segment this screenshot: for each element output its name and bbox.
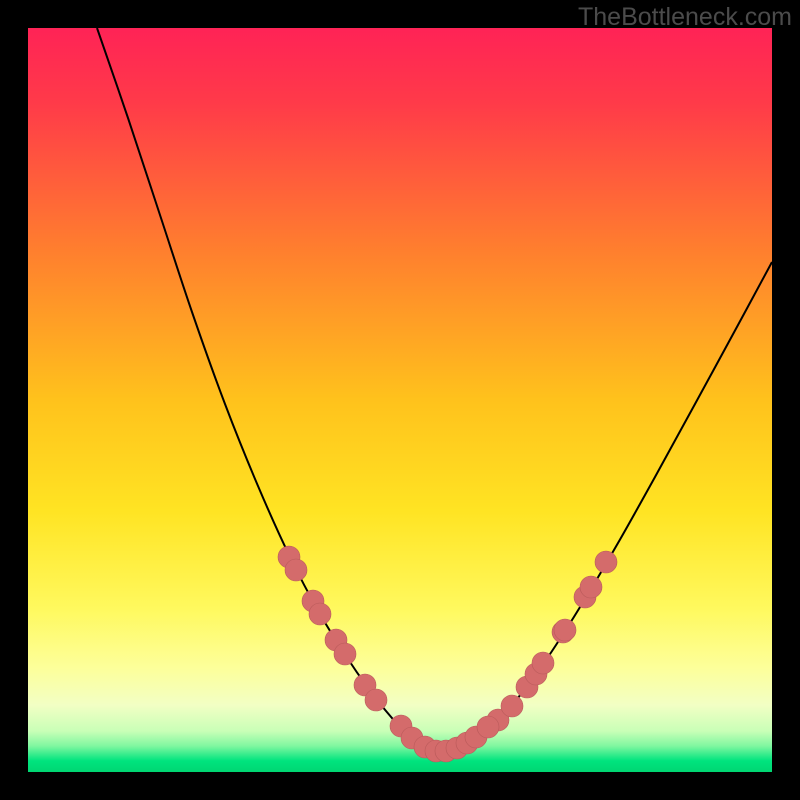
- curve-marker: [477, 716, 499, 738]
- curve-marker: [285, 559, 307, 581]
- curve-marker: [501, 695, 523, 717]
- bottleneck-curve-chart: [0, 0, 800, 800]
- curve-marker: [334, 643, 356, 665]
- curve-marker: [595, 551, 617, 573]
- curve-marker: [554, 619, 576, 641]
- watermark-text: TheBottleneck.com: [578, 3, 792, 32]
- curve-marker: [580, 576, 602, 598]
- chart-frame: TheBottleneck.com: [0, 0, 800, 800]
- curve-marker: [532, 652, 554, 674]
- curve-marker: [309, 603, 331, 625]
- plot-background: [28, 28, 772, 772]
- curve-marker: [365, 689, 387, 711]
